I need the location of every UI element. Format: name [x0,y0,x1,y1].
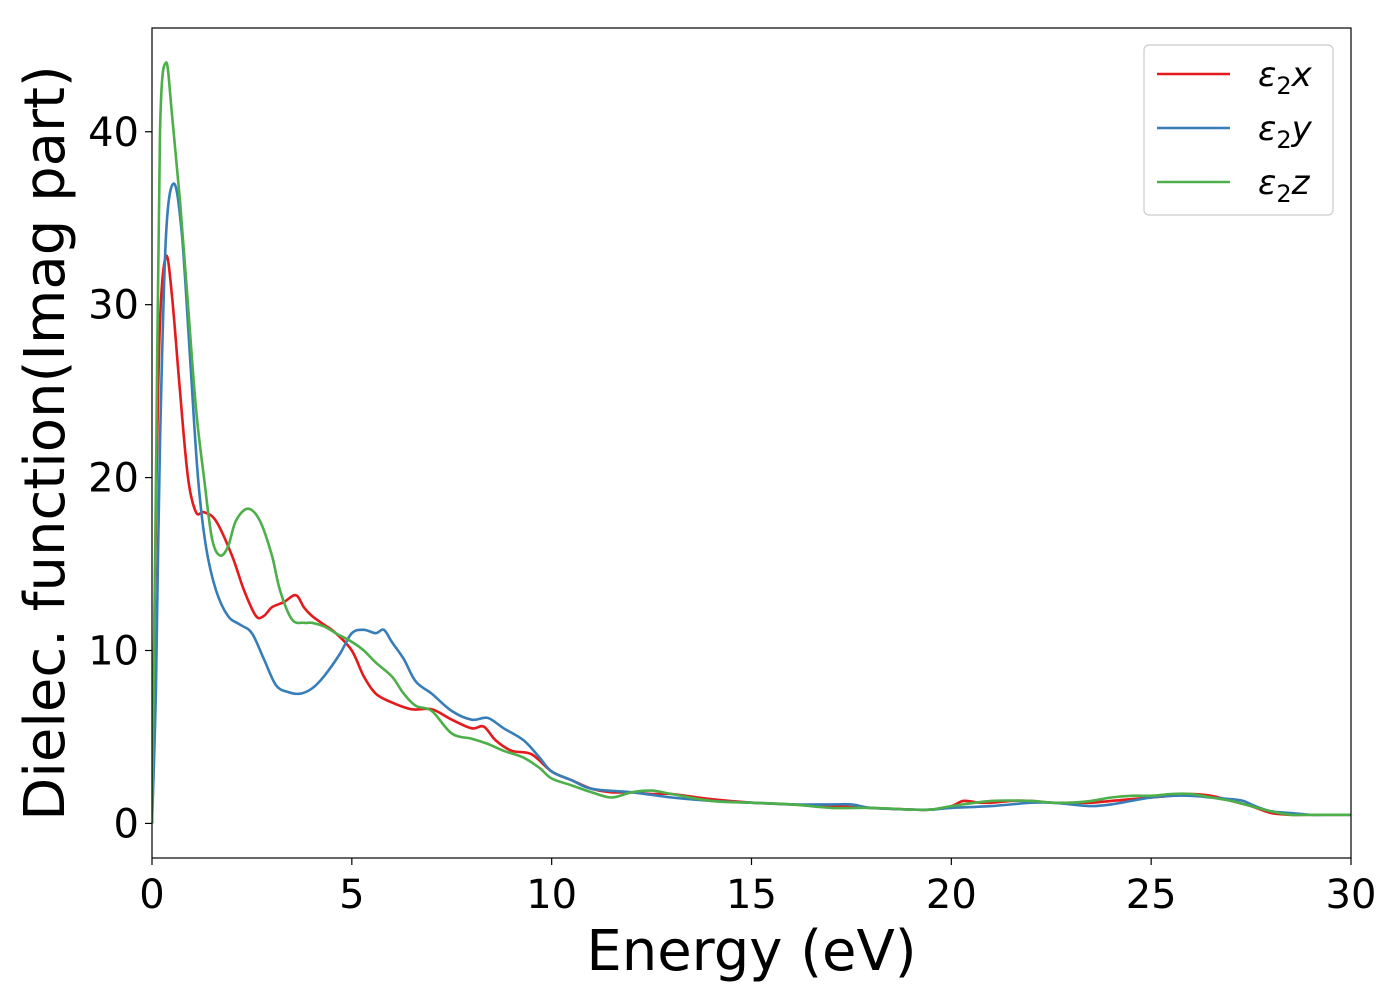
x-tick-label: 5 [339,872,364,918]
x-tick-label: 20 [926,872,977,918]
y-tick-label: 30 [88,283,139,329]
axis-ticks: 0 5 10 15 20 25 30 0 10 20 30 40 [88,110,1376,918]
y-tick-label: 10 [88,629,139,675]
series-line-y [152,182,1351,824]
y-tick-label: 20 [88,456,139,502]
y-axis-title: Dielec. function(Imag part) [13,65,78,821]
x-tick-label: 25 [1126,872,1177,918]
series-line-x [152,254,1351,824]
series-line-z [152,61,1351,824]
x-tick-label: 10 [526,872,577,918]
legend-label-y: ε2y [1258,109,1313,154]
y-tick-label: 40 [88,110,139,156]
x-tick-label: 0 [139,872,164,918]
legend: ε2x ε2y ε2z [1143,44,1334,216]
x-tick-label: 30 [1326,872,1377,918]
y-tick-label: 0 [114,801,139,847]
x-tick-label: 15 [726,872,777,918]
legend-label-x: ε2x [1258,55,1313,100]
x-axis-title: Energy (eV) [586,919,916,984]
series-lines [152,61,1351,824]
legend-label-z: ε2z [1258,163,1311,208]
legend-box [1143,44,1334,216]
